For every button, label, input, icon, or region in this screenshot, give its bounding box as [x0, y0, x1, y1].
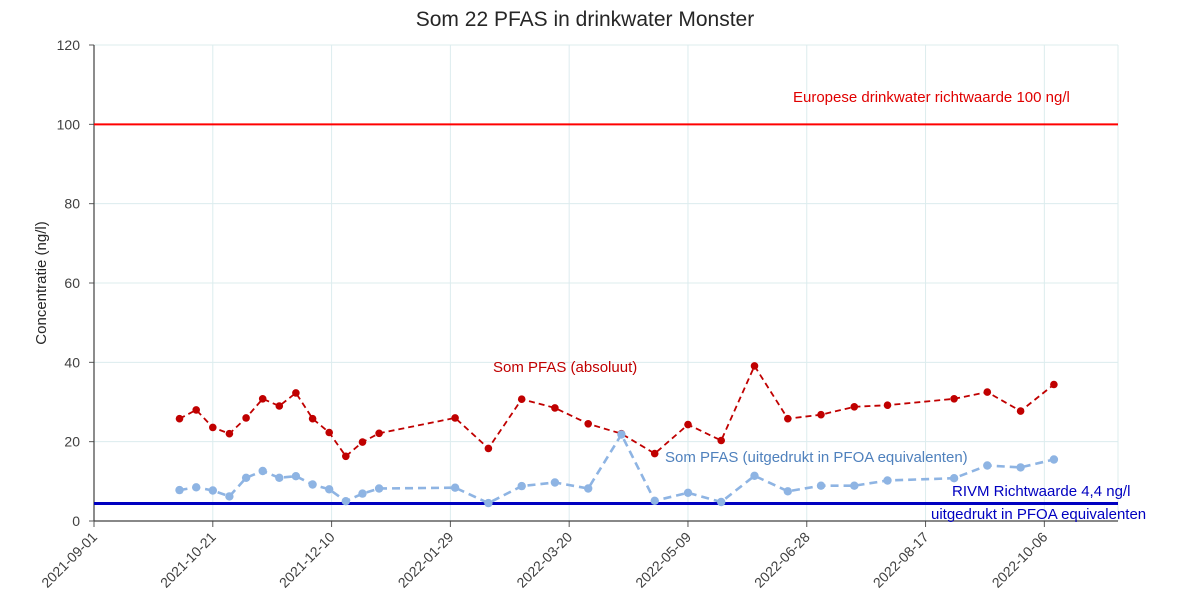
chart-labels: Som 22 PFAS in drinkwater Monster Concen…	[33, 8, 1146, 523]
x-tick-label: 2022-08-17	[870, 529, 932, 591]
y-axis-label: Concentratie (ng/l)	[33, 221, 50, 344]
data-point	[291, 472, 301, 481]
y-tick-label: 20	[64, 434, 80, 450]
series-line	[179, 363, 1055, 458]
y-tick-label: 120	[57, 37, 81, 53]
data-point	[175, 485, 184, 495]
data-point	[983, 461, 992, 470]
data-point	[484, 498, 493, 508]
x-tick-label: 2022-05-09	[632, 529, 694, 591]
data-point	[325, 485, 334, 494]
data-point	[1049, 455, 1059, 464]
data-point	[242, 414, 250, 422]
annotation-rivm-line2: uitgedrukt in PFOA equivalenten	[931, 506, 1146, 523]
data-point	[450, 483, 460, 492]
chart-title: Som 22 PFAS in drinkwater Monster	[416, 8, 754, 31]
data-point	[517, 481, 526, 491]
series-som-pfas-pfoa	[175, 430, 1059, 508]
data-point	[342, 452, 350, 461]
data-point	[358, 438, 367, 446]
y-tick-label: 60	[64, 275, 80, 291]
data-point	[816, 481, 826, 490]
data-point	[717, 436, 725, 445]
series-line	[179, 431, 1055, 505]
data-point	[241, 473, 251, 482]
data-point	[684, 420, 692, 429]
data-point	[783, 487, 792, 496]
data-point	[1050, 380, 1058, 389]
data-point	[650, 496, 659, 505]
data-point	[258, 395, 267, 403]
data-point	[375, 429, 383, 438]
data-point	[225, 492, 234, 501]
data-point	[550, 478, 560, 487]
data-point	[1016, 463, 1025, 472]
data-point	[750, 471, 759, 480]
annotation-eu-limit: Europese drinkwater richtwaarde 100 ng/l	[793, 89, 1070, 106]
x-tick-label: 2022-06-28	[751, 529, 813, 591]
data-point	[275, 402, 284, 410]
data-point	[617, 430, 626, 439]
data-series	[175, 362, 1059, 508]
data-point	[325, 428, 334, 437]
data-point	[484, 444, 493, 453]
data-point	[275, 473, 284, 482]
data-point	[208, 486, 217, 495]
data-point	[258, 466, 267, 476]
data-point	[192, 406, 200, 414]
annotation-som-pfas-absoluut: Som PFAS (absoluut)	[493, 359, 637, 376]
data-point	[517, 395, 526, 404]
data-point	[883, 401, 892, 410]
y-tick-label: 100	[57, 116, 81, 132]
data-point	[209, 423, 217, 432]
data-point	[717, 497, 726, 507]
data-point	[950, 395, 958, 403]
data-point	[341, 497, 350, 506]
data-point	[850, 403, 859, 411]
data-point	[584, 420, 592, 428]
y-tick-label: 0	[72, 513, 80, 529]
data-point	[584, 484, 593, 493]
data-point	[225, 429, 234, 438]
data-point	[358, 489, 367, 498]
reference-lines	[94, 123, 1118, 506]
data-point	[551, 404, 559, 412]
x-tick-label: 2021-12-10	[276, 529, 338, 591]
x-tick-label: 2022-01-29	[395, 529, 457, 591]
data-point	[650, 449, 659, 458]
x-tick-label: 2021-09-01	[38, 529, 100, 591]
data-point	[683, 488, 693, 497]
x-tick-label: 2022-03-20	[513, 529, 575, 591]
data-point	[949, 474, 959, 483]
data-point	[451, 414, 459, 422]
data-point	[784, 414, 792, 423]
data-point	[850, 481, 859, 490]
y-tick-label: 80	[64, 196, 80, 212]
x-tick-label: 2022-10-06	[989, 529, 1051, 591]
data-point	[374, 484, 384, 493]
data-point	[292, 389, 300, 397]
data-point	[983, 388, 992, 396]
y-tick-label: 40	[64, 354, 80, 370]
annotation-som-pfas-pfoa: Som PFAS (uitgedrukt in PFOA equivalente…	[665, 449, 968, 466]
data-point	[1016, 407, 1025, 415]
data-point	[750, 362, 759, 370]
data-point	[192, 483, 201, 492]
data-point	[308, 414, 317, 423]
annotation-rivm-line1: RIVM Richtwaarde 4,4 ng/l	[952, 483, 1130, 500]
x-tick-label: 2021-10-21	[157, 529, 219, 591]
data-point	[308, 480, 317, 489]
data-point	[817, 410, 825, 419]
data-point	[175, 414, 184, 423]
data-point	[883, 476, 892, 485]
